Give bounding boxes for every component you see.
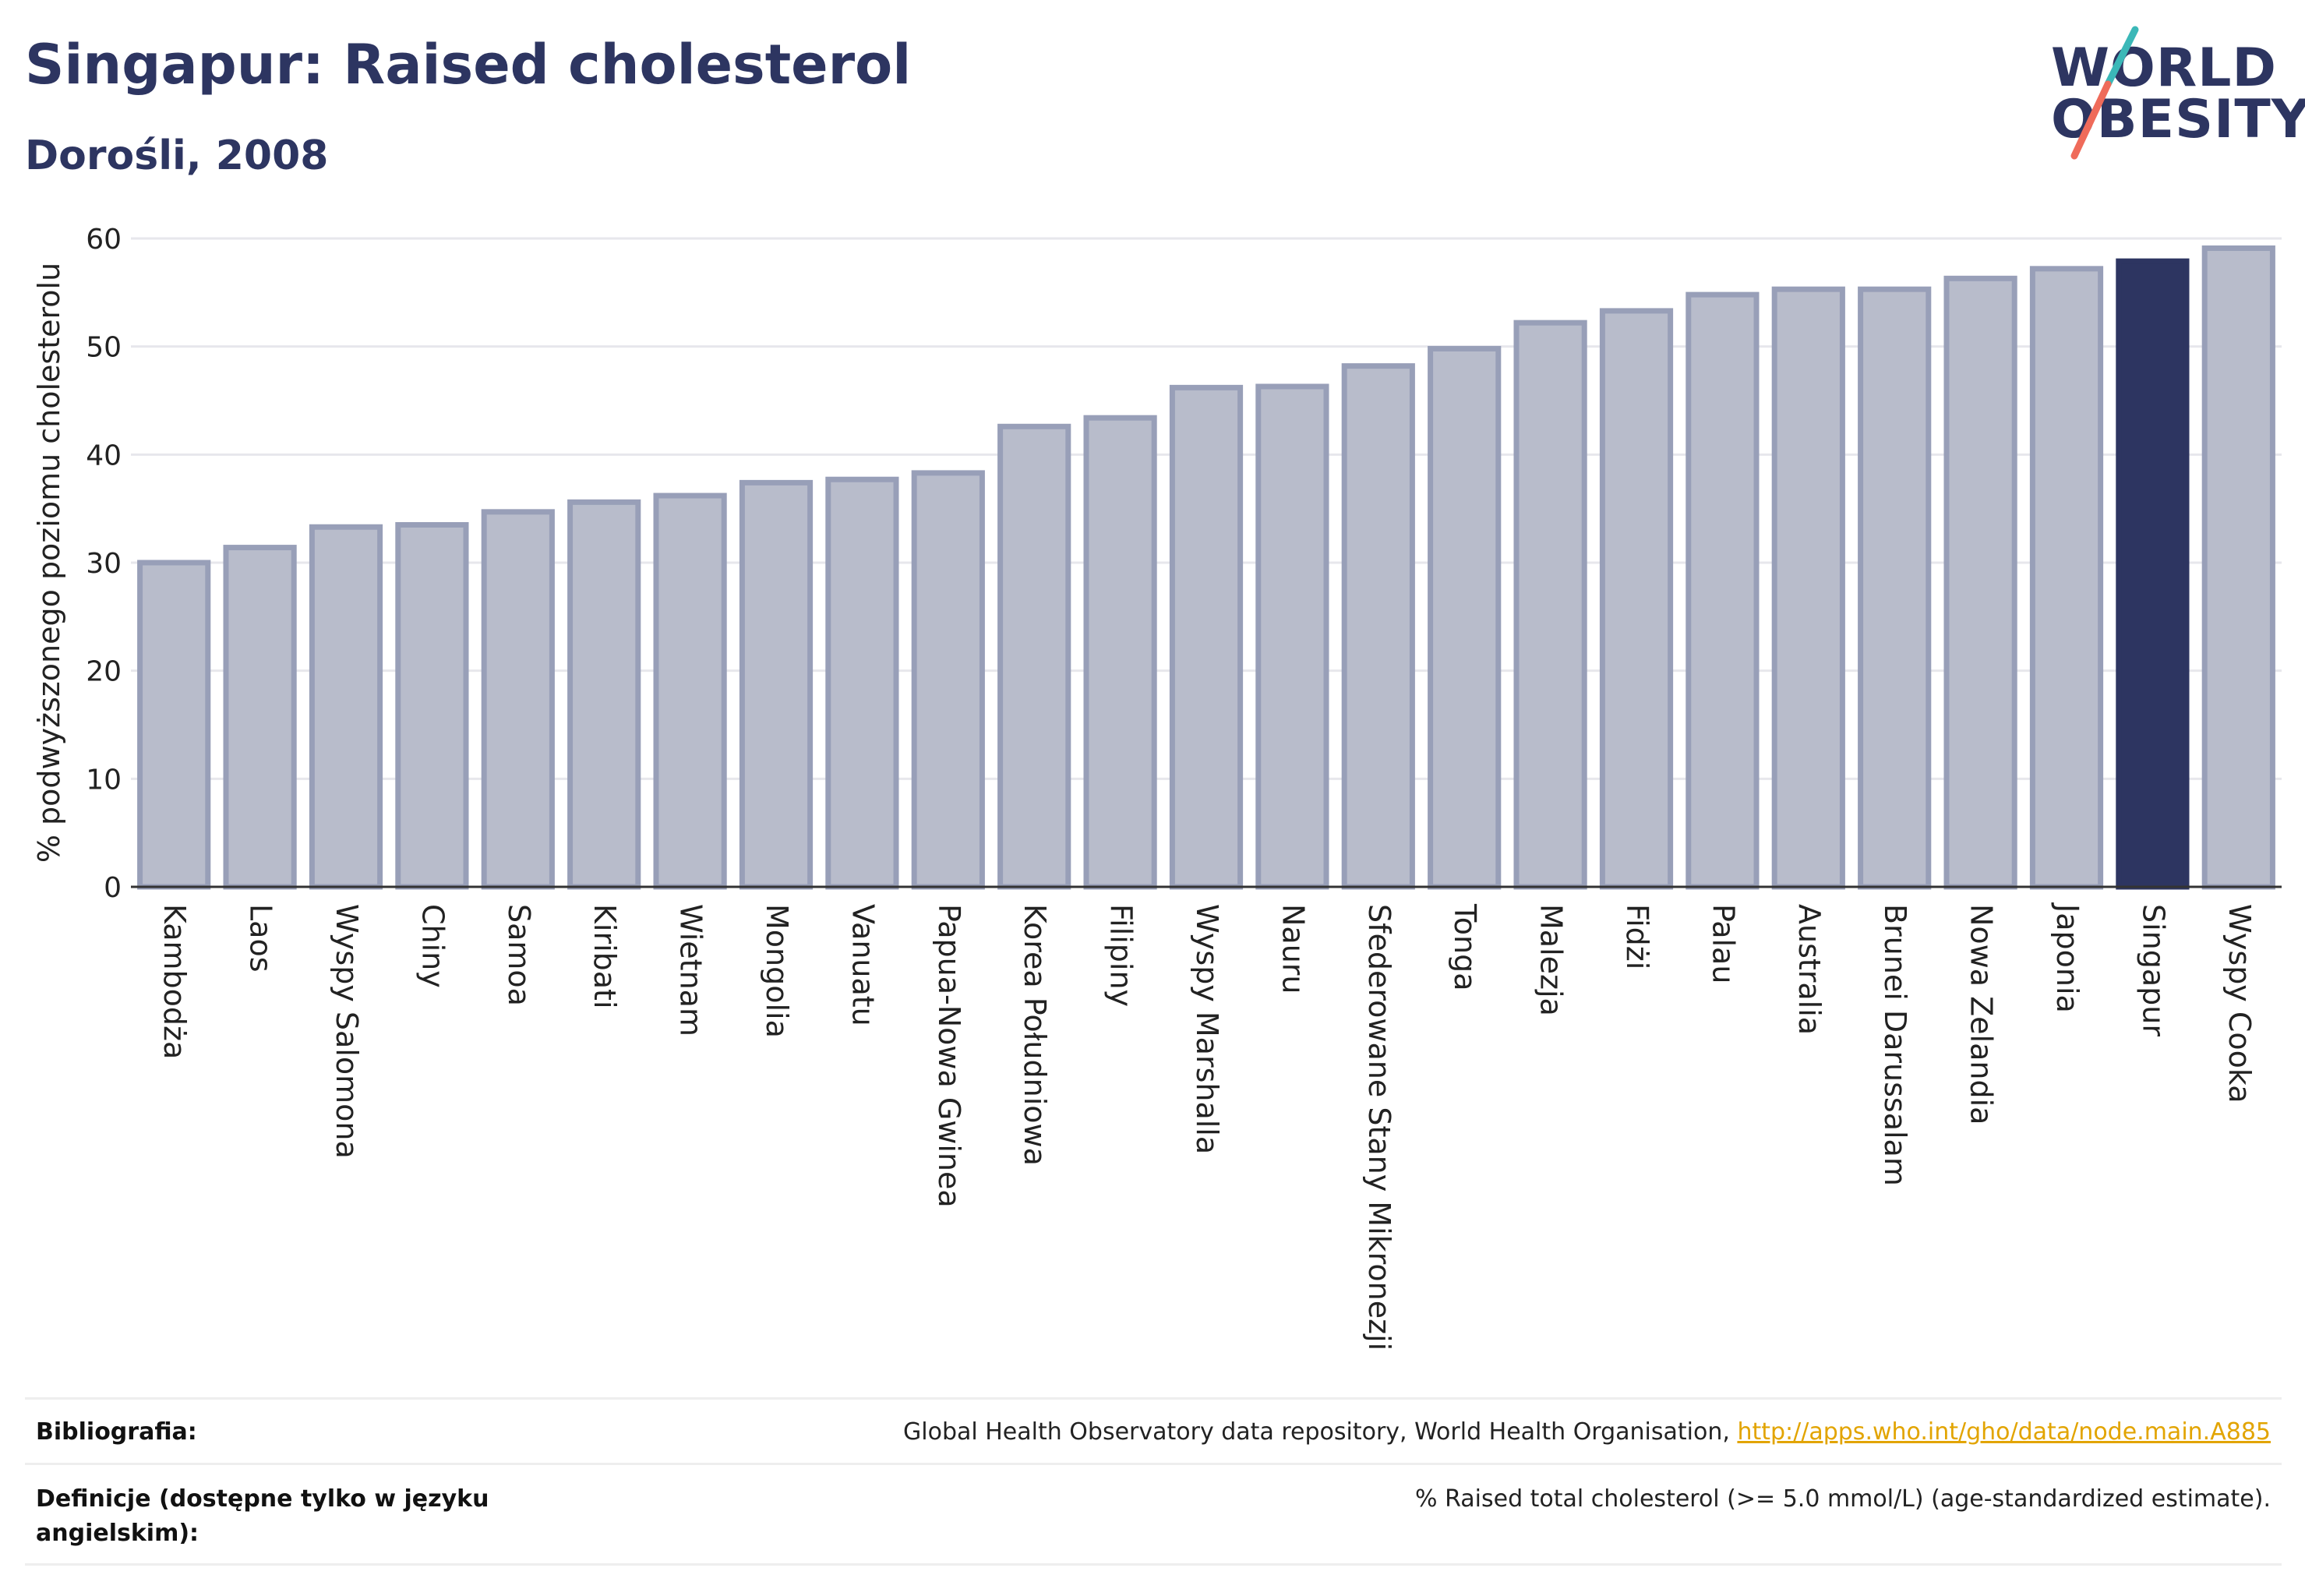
bar-brunei-darussalam[interactable] [1858, 286, 1932, 890]
bibliography-link[interactable]: http://apps.who.int/gho/data/node.main.A… [1737, 1418, 2271, 1446]
x-tick-label: Samoa [502, 904, 536, 1006]
x-tick-label: Laos [244, 904, 278, 973]
bar-fid-i[interactable] [1599, 308, 1674, 890]
bar-mongolia[interactable] [739, 479, 814, 890]
x-tick-label: Vanuatu [845, 904, 880, 1026]
bar-australia[interactable] [1771, 286, 1845, 890]
x-tick-label: Malezja [1534, 904, 1569, 1016]
y-tick-label: 0 [104, 872, 122, 904]
definitions-value: % Raised total cholesterol (>= 5.0 mmol/… [1415, 1485, 2271, 1513]
bar-vanuatu[interactable] [825, 476, 899, 890]
definitions-label: Definicje (dostępne tylko w języku angie… [36, 1485, 489, 1547]
x-tick-label: Sfederowane Stany Mikronezji [1362, 904, 1396, 1351]
x-tick-label: Wietnam [674, 904, 708, 1036]
x-tick-label: Kiribati [588, 904, 622, 1009]
world-obesity-logo: WORLD OBESITY [2026, 23, 2305, 164]
x-tick-label: Chiny [415, 904, 450, 988]
bar-chiny[interactable] [395, 521, 469, 890]
y-axis-label: % podwyższonego poziomu cholesterolu [32, 263, 66, 863]
bibliography-label: Bibliografia: [36, 1418, 197, 1446]
y-tick-label: 20 [86, 656, 122, 688]
y-tick-label: 60 [86, 224, 122, 256]
bar-wietnam[interactable] [653, 493, 727, 890]
x-tick-label: Palau [1706, 904, 1740, 983]
x-tick-label: Kambodża [157, 904, 192, 1059]
x-tick-label: Filipiny [1104, 904, 1138, 1007]
bar-korea-po-udniowa[interactable] [997, 423, 1071, 890]
y-axis-ticks: 0 10 20 30 40 50 60 [86, 224, 122, 904]
chart-title: Singapur: Raised cholesterol [25, 33, 912, 97]
x-tick-label: Korea Południowa [1018, 904, 1052, 1166]
y-tick-label: 40 [86, 440, 122, 471]
bar-wyspy-marshalla[interactable] [1169, 384, 1244, 890]
x-tick-label: Nowa Zelandia [1964, 904, 1999, 1125]
chart-subtitle: Dorośli, 2008 [25, 132, 329, 179]
x-tick-label: Singapur [2136, 904, 2170, 1036]
x-tick-label: Wyspy Cooka [2222, 904, 2257, 1103]
bibliography-value: Global Health Observatory data repositor… [903, 1418, 2271, 1446]
y-tick-label: 30 [86, 548, 122, 580]
x-tick-label: Japonia [2050, 902, 2084, 1013]
bar-tonga[interactable] [1428, 345, 1502, 890]
bibliography-text: Global Health Observatory data repositor… [903, 1418, 1738, 1446]
bar-chart: 0 10 20 30 40 50 60 Kambodża Laos Wyspy Salomona… [32, 224, 2282, 1351]
x-tick-label: Wyspy Marshalla [1190, 904, 1224, 1154]
bar-malezja[interactable] [1513, 320, 1587, 890]
x-tick-label: Tonga [1448, 903, 1482, 991]
bar-sfederowane-stany-mikronezji[interactable] [1341, 363, 1415, 890]
bar-palau[interactable] [1686, 291, 1760, 890]
y-tick-label: 10 [86, 764, 122, 796]
bar-singapur[interactable] [2116, 258, 2190, 890]
x-tick-label: Fidżi [1620, 904, 1654, 969]
y-tick-label: 50 [86, 332, 122, 364]
bar-laos[interactable] [223, 545, 297, 890]
bar-kiribati[interactable] [567, 499, 641, 890]
x-tick-label: Papua-Nowa Gwinea [932, 904, 966, 1208]
bar-samoa[interactable] [481, 509, 555, 890]
definitions-row: Definicje (dostępne tylko w języku angie… [25, 1463, 2282, 1566]
x-tick-label: Brunei Darussalam [1878, 904, 1912, 1186]
x-tick-label: Wyspy Salomona [330, 904, 364, 1159]
bar-kambod-a[interactable] [137, 560, 211, 890]
bar-wyspy-salomona[interactable] [309, 524, 383, 890]
bar-series [137, 245, 2275, 890]
bibliography-row: Bibliografia: Global Health Observatory … [25, 1397, 2282, 1465]
x-axis-ticks: Kambodża Laos Wyspy Salomona Chiny Samoa Kiri… [157, 902, 2257, 1351]
x-tick-label: Mongolia [760, 904, 794, 1038]
x-tick-label: Nauru [1276, 904, 1310, 994]
x-tick-label: Australia [1792, 904, 1827, 1035]
bar-wyspy-cooka[interactable] [2201, 245, 2275, 890]
bar-japonia[interactable] [2029, 266, 2104, 890]
logo-text-world: WORLD [2051, 37, 2277, 99]
bar-filipiny[interactable] [1083, 415, 1157, 890]
bar-nauru[interactable] [1255, 383, 1329, 890]
bar-nowa-zelandia[interactable] [1943, 275, 2017, 890]
logo-slash-icon [2070, 26, 2139, 160]
bar-papua-nowa-gwinea[interactable] [911, 470, 985, 890]
